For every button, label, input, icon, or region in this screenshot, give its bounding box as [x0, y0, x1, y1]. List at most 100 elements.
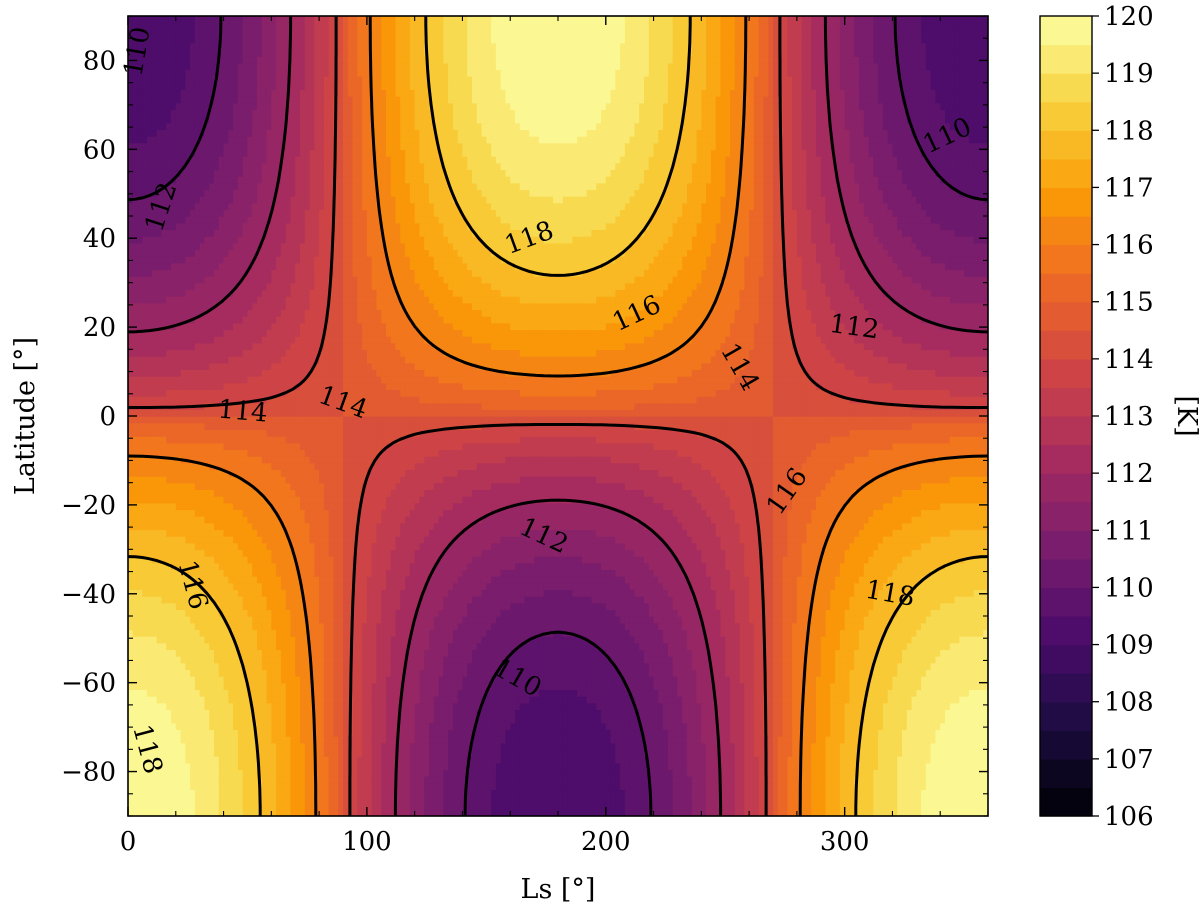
heatmap-cell [214, 429, 219, 436]
heatmap-cell [185, 63, 190, 70]
heatmap-cell [204, 709, 209, 716]
heatmap-cell [295, 143, 300, 150]
heatmap-cell [247, 109, 252, 116]
heatmap-cell [319, 709, 324, 716]
heatmap-cell [295, 429, 300, 436]
heatmap-cell [128, 256, 133, 263]
heatmap-cell [195, 29, 200, 36]
heatmap-cell [195, 769, 200, 776]
heatmap-cell [171, 36, 176, 43]
heatmap-cell [161, 496, 166, 503]
heatmap-cell [128, 436, 133, 443]
heatmap-cell [190, 23, 195, 30]
heatmap-cell [238, 36, 243, 43]
heatmap-cell [262, 276, 267, 283]
heatmap-cell [310, 509, 315, 516]
heatmap-cell [204, 256, 209, 263]
heatmap-cell [176, 349, 181, 356]
heatmap-cell [147, 569, 152, 576]
heatmap-cell [324, 803, 329, 810]
heatmap-cell [157, 549, 162, 556]
heatmap-cell [305, 203, 310, 210]
heatmap-cell [142, 796, 147, 803]
heatmap-cell [138, 283, 143, 290]
heatmap-cell [267, 329, 272, 336]
heatmap-cell [262, 723, 267, 730]
heatmap-cell [195, 323, 200, 330]
heatmap-cell [128, 503, 133, 510]
heatmap-cell [224, 36, 229, 43]
heatmap-cell [281, 323, 286, 330]
heatmap-cell [185, 223, 190, 230]
heatmap-cell [305, 443, 310, 450]
heatmap-cell [290, 516, 295, 523]
heatmap-cell [147, 263, 152, 270]
heatmap-cell [181, 363, 186, 370]
heatmap-cell [281, 303, 286, 310]
heatmap-cell [267, 49, 272, 56]
heatmap-cell [157, 503, 162, 510]
heatmap-cell [281, 376, 286, 383]
heatmap-cell [133, 616, 138, 623]
heatmap-cell [243, 109, 248, 116]
heatmap-cell [224, 749, 229, 756]
heatmap-cell [171, 249, 176, 256]
heatmap-cell [190, 516, 195, 523]
heatmap-cell [152, 409, 157, 416]
heatmap-cell [295, 29, 300, 36]
heatmap-cell [290, 69, 295, 76]
heatmap-cell [138, 409, 143, 416]
heatmap-cell [152, 643, 157, 650]
heatmap-cell [238, 316, 243, 323]
heatmap-cell [176, 149, 181, 156]
heatmap-cell [166, 369, 171, 376]
heatmap-cell [300, 709, 305, 716]
heatmap-cell [286, 263, 291, 270]
heatmap-cell [157, 116, 162, 123]
heatmap-cell [247, 303, 252, 310]
heatmap-cell [185, 349, 190, 356]
heatmap-cell [161, 256, 166, 263]
heatmap-cell [238, 463, 243, 470]
heatmap-cell [133, 663, 138, 670]
heatmap-cell [209, 543, 214, 550]
heatmap-cell [295, 43, 300, 50]
heatmap-cell [219, 323, 224, 330]
heatmap-cell [190, 163, 195, 170]
heatmap-cell [305, 343, 310, 350]
heatmap-cell [319, 123, 324, 130]
heatmap-cell [166, 729, 171, 736]
heatmap-cell [161, 96, 166, 103]
heatmap-cell [133, 776, 138, 783]
heatmap-cell [281, 183, 286, 190]
heatmap-cell [310, 329, 315, 336]
heatmap-cell [295, 229, 300, 236]
heatmap-cell [142, 569, 147, 576]
heatmap-cell [171, 643, 176, 650]
heatmap-cell [128, 356, 133, 363]
heatmap-cell [147, 503, 152, 510]
heatmap-cell [271, 443, 276, 450]
heatmap-cell [310, 216, 315, 223]
heatmap-cell [243, 383, 248, 390]
heatmap-cell [128, 803, 133, 810]
heatmap-cell [252, 56, 257, 63]
heatmap-cell [286, 249, 291, 256]
heatmap-cell [286, 563, 291, 570]
heatmap-cell [233, 183, 238, 190]
heatmap-cell [181, 629, 186, 636]
heatmap-cell [142, 383, 147, 390]
heatmap-cell [271, 149, 276, 156]
heatmap-cell [290, 649, 295, 656]
heatmap-cell [128, 396, 133, 403]
heatmap-cell [195, 749, 200, 756]
heatmap-cell [214, 116, 219, 123]
heatmap-cell [133, 589, 138, 596]
heatmap-cell [176, 543, 181, 550]
heatmap-cell [157, 96, 162, 103]
heatmap-cell [214, 796, 219, 803]
heatmap-cell [252, 316, 257, 323]
heatmap-cell [276, 683, 281, 690]
heatmap-cell [305, 169, 310, 176]
heatmap-cell [319, 209, 324, 216]
